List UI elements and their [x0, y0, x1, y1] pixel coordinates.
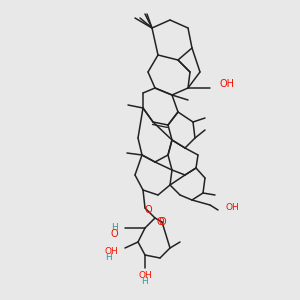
Text: O: O: [110, 229, 118, 239]
Text: OH: OH: [104, 248, 118, 256]
Text: O: O: [156, 217, 164, 227]
Text: O: O: [158, 217, 166, 227]
Text: H: H: [105, 254, 111, 262]
Text: H: H: [142, 278, 148, 286]
Text: H: H: [111, 224, 118, 232]
Text: OH: OH: [138, 271, 152, 280]
Text: OH: OH: [220, 79, 235, 89]
Text: O: O: [144, 205, 152, 215]
Text: OH: OH: [226, 203, 240, 212]
